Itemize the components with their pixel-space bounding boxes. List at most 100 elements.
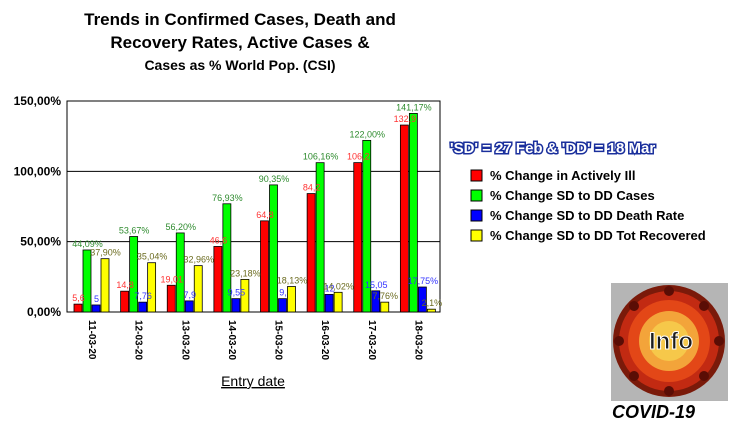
legend-label: % Change SD to DD Cases — [490, 188, 655, 203]
legend-swatch — [470, 229, 483, 242]
bar — [91, 304, 101, 313]
data-label: 17,75% — [408, 276, 439, 286]
bar — [306, 193, 316, 313]
chart-title-line-3: Cases as % World Pop. (CSI) — [144, 57, 335, 73]
bar — [100, 258, 110, 313]
x-tick-label: 12-03-20 — [133, 320, 144, 360]
bar — [222, 203, 232, 313]
data-label: 106,2 — [347, 152, 370, 162]
bar — [269, 184, 278, 313]
bar — [260, 220, 269, 313]
data-label: 90,35% — [259, 174, 290, 184]
x-axis-label: Entry date — [221, 373, 285, 389]
data-label: 32,96% — [183, 255, 214, 265]
data-label: 5,6 — [72, 293, 85, 303]
legend-swatch — [470, 169, 483, 182]
bar — [315, 162, 325, 313]
bar — [399, 124, 409, 313]
plot-area — [66, 100, 441, 313]
data-labels: 5,6 44,09% 5 37,90% 14,8 53,67% 7,76 35,04% 19,0… — [72, 102, 442, 308]
data-label: 7,76 — [134, 291, 152, 301]
legend-label: % Change in Actively Ill — [490, 168, 635, 183]
data-label: 18,13% — [277, 275, 308, 285]
bars — [73, 113, 436, 313]
bar — [240, 278, 250, 313]
bar — [333, 291, 343, 313]
bar — [175, 232, 185, 313]
bar — [193, 265, 203, 313]
bar — [213, 246, 223, 313]
data-label: 23,18% — [230, 268, 261, 278]
legend-label: % Change SD to DD Tot Recovered — [490, 228, 706, 243]
x-tick-label: 15-03-20 — [273, 320, 284, 360]
data-label: 106,16% — [303, 152, 339, 162]
data-label: 14,02% — [323, 281, 354, 291]
data-label: 141,17% — [396, 102, 432, 112]
x-tick-label: 17-03-20 — [366, 320, 377, 360]
covid-info-logo: Info — [611, 283, 728, 401]
data-label: 64,8 — [256, 210, 274, 220]
x-tick-label: 16-03-20 — [319, 320, 330, 360]
data-label: 46,6 — [210, 235, 228, 245]
bar — [231, 298, 241, 313]
bar — [417, 286, 427, 313]
data-label: 7,9 — [183, 290, 196, 300]
data-label: 15,05 — [365, 280, 388, 290]
bar — [324, 294, 334, 313]
legend-label: % Change SD to DD Death Rate — [490, 208, 684, 223]
bar — [166, 284, 176, 313]
data-label: 7,76% — [372, 291, 398, 301]
chart-title-line-1: Trends in Confirmed Cases, Death and — [84, 10, 396, 29]
data-label: 12 — [325, 283, 335, 293]
bar — [138, 301, 148, 313]
bar — [278, 298, 287, 313]
x-tick-label: 14-03-20 — [226, 320, 237, 360]
data-label: 5 — [94, 294, 99, 304]
legend-swatch — [470, 189, 483, 202]
bar — [120, 290, 130, 313]
bar — [184, 300, 194, 313]
data-label: 53,67% — [119, 226, 150, 236]
bar — [371, 290, 381, 313]
bar — [408, 113, 418, 313]
y-tick-label: 150,00% — [14, 94, 62, 108]
data-label: 132,9 — [394, 114, 417, 124]
data-label: 37,90% — [90, 248, 121, 258]
logo-text: Info — [649, 328, 693, 355]
data-label: 19,01 — [160, 274, 183, 284]
data-label: 56,20% — [165, 222, 196, 232]
bar — [362, 139, 372, 313]
bar — [82, 249, 92, 313]
legend: % Change in Actively Ill % Change SD to D… — [470, 168, 706, 243]
x-tick-label: 13-03-20 — [179, 320, 190, 360]
bar — [147, 262, 157, 313]
data-label: 14,8 — [116, 280, 134, 290]
data-label: 76,93% — [212, 193, 243, 203]
logo-caption: COVID-19 — [612, 402, 696, 422]
data-label: 2,1% — [422, 298, 443, 308]
data-label: 84,2 — [303, 183, 321, 193]
bar — [129, 236, 139, 313]
bar — [426, 308, 436, 313]
bar — [353, 162, 363, 313]
y-tick-label: 100,00% — [14, 164, 62, 178]
data-label: 35,04% — [137, 252, 168, 262]
gridlines — [67, 170, 440, 243]
data-label: 9, — [279, 288, 287, 298]
data-label: 44,09% — [72, 239, 103, 249]
bar — [73, 303, 83, 313]
x-axis-ticks: 11-03-20 12-03-20 13-03-20 14-03-20 15-03-20… — [86, 320, 423, 360]
y-tick-label: 50,00% — [20, 235, 61, 249]
bar — [380, 301, 390, 313]
x-tick-label: 18-03-20 — [412, 320, 423, 360]
x-tick-label: 11-03-20 — [86, 320, 97, 360]
data-label: 122,00% — [349, 129, 385, 139]
chart-title-line-2: Recovery Rates, Active Cases & — [110, 33, 369, 52]
data-label: 9,55 — [228, 288, 246, 298]
y-tick-label: 0,00% — [27, 305, 61, 319]
y-axis-ticks: 0,00% 50,00% 100,00% 150,00% — [14, 94, 62, 319]
sd-dd-annotation: 'SD' = 27 Feb & 'DD' = 18 Mar — [450, 140, 655, 157]
legend-swatch — [470, 209, 483, 222]
bar — [287, 286, 296, 313]
